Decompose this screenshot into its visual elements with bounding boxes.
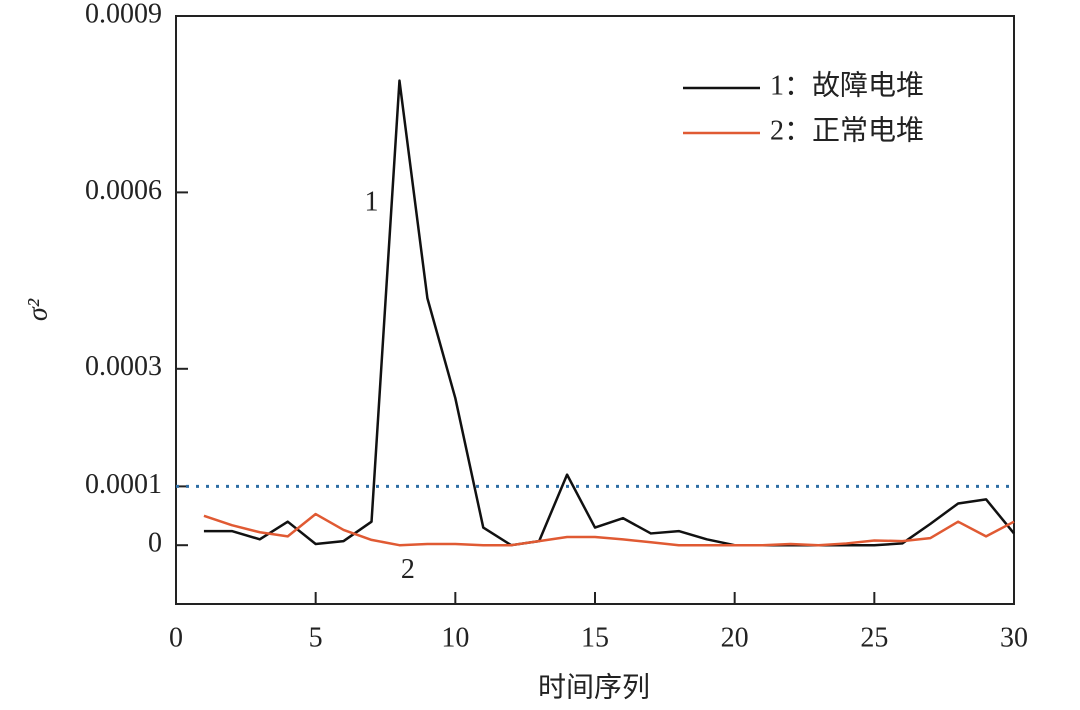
x-tick-label: 30 xyxy=(1000,622,1028,653)
annotation: 2 xyxy=(401,554,415,585)
y-tick-label: 0.0006 xyxy=(85,175,162,206)
x-tick-label: 15 xyxy=(581,622,609,653)
legend-box xyxy=(658,62,1006,162)
y-tick-label: 0.0003 xyxy=(85,351,162,382)
x-tick-label: 25 xyxy=(860,622,888,653)
x-tick-label: 0 xyxy=(169,622,183,653)
y-tick-label: 0.0009 xyxy=(85,0,162,29)
y-tick-label: 0.0001 xyxy=(85,469,162,500)
annotation: 1 xyxy=(365,187,379,218)
x-tick-label: 10 xyxy=(441,622,469,653)
x-axis-label: 时间序列 xyxy=(538,671,650,703)
series-line xyxy=(203,79,1015,547)
x-tick-label: 20 xyxy=(721,622,749,653)
legend-label: 1：故障电堆 xyxy=(770,69,924,101)
y-tick-label: 0 xyxy=(148,528,162,559)
y-axis-label: σ² xyxy=(22,298,53,321)
legend-label: 2：正常电堆 xyxy=(770,114,924,146)
series-line xyxy=(203,512,1015,547)
x-tick-label: 5 xyxy=(309,622,323,653)
